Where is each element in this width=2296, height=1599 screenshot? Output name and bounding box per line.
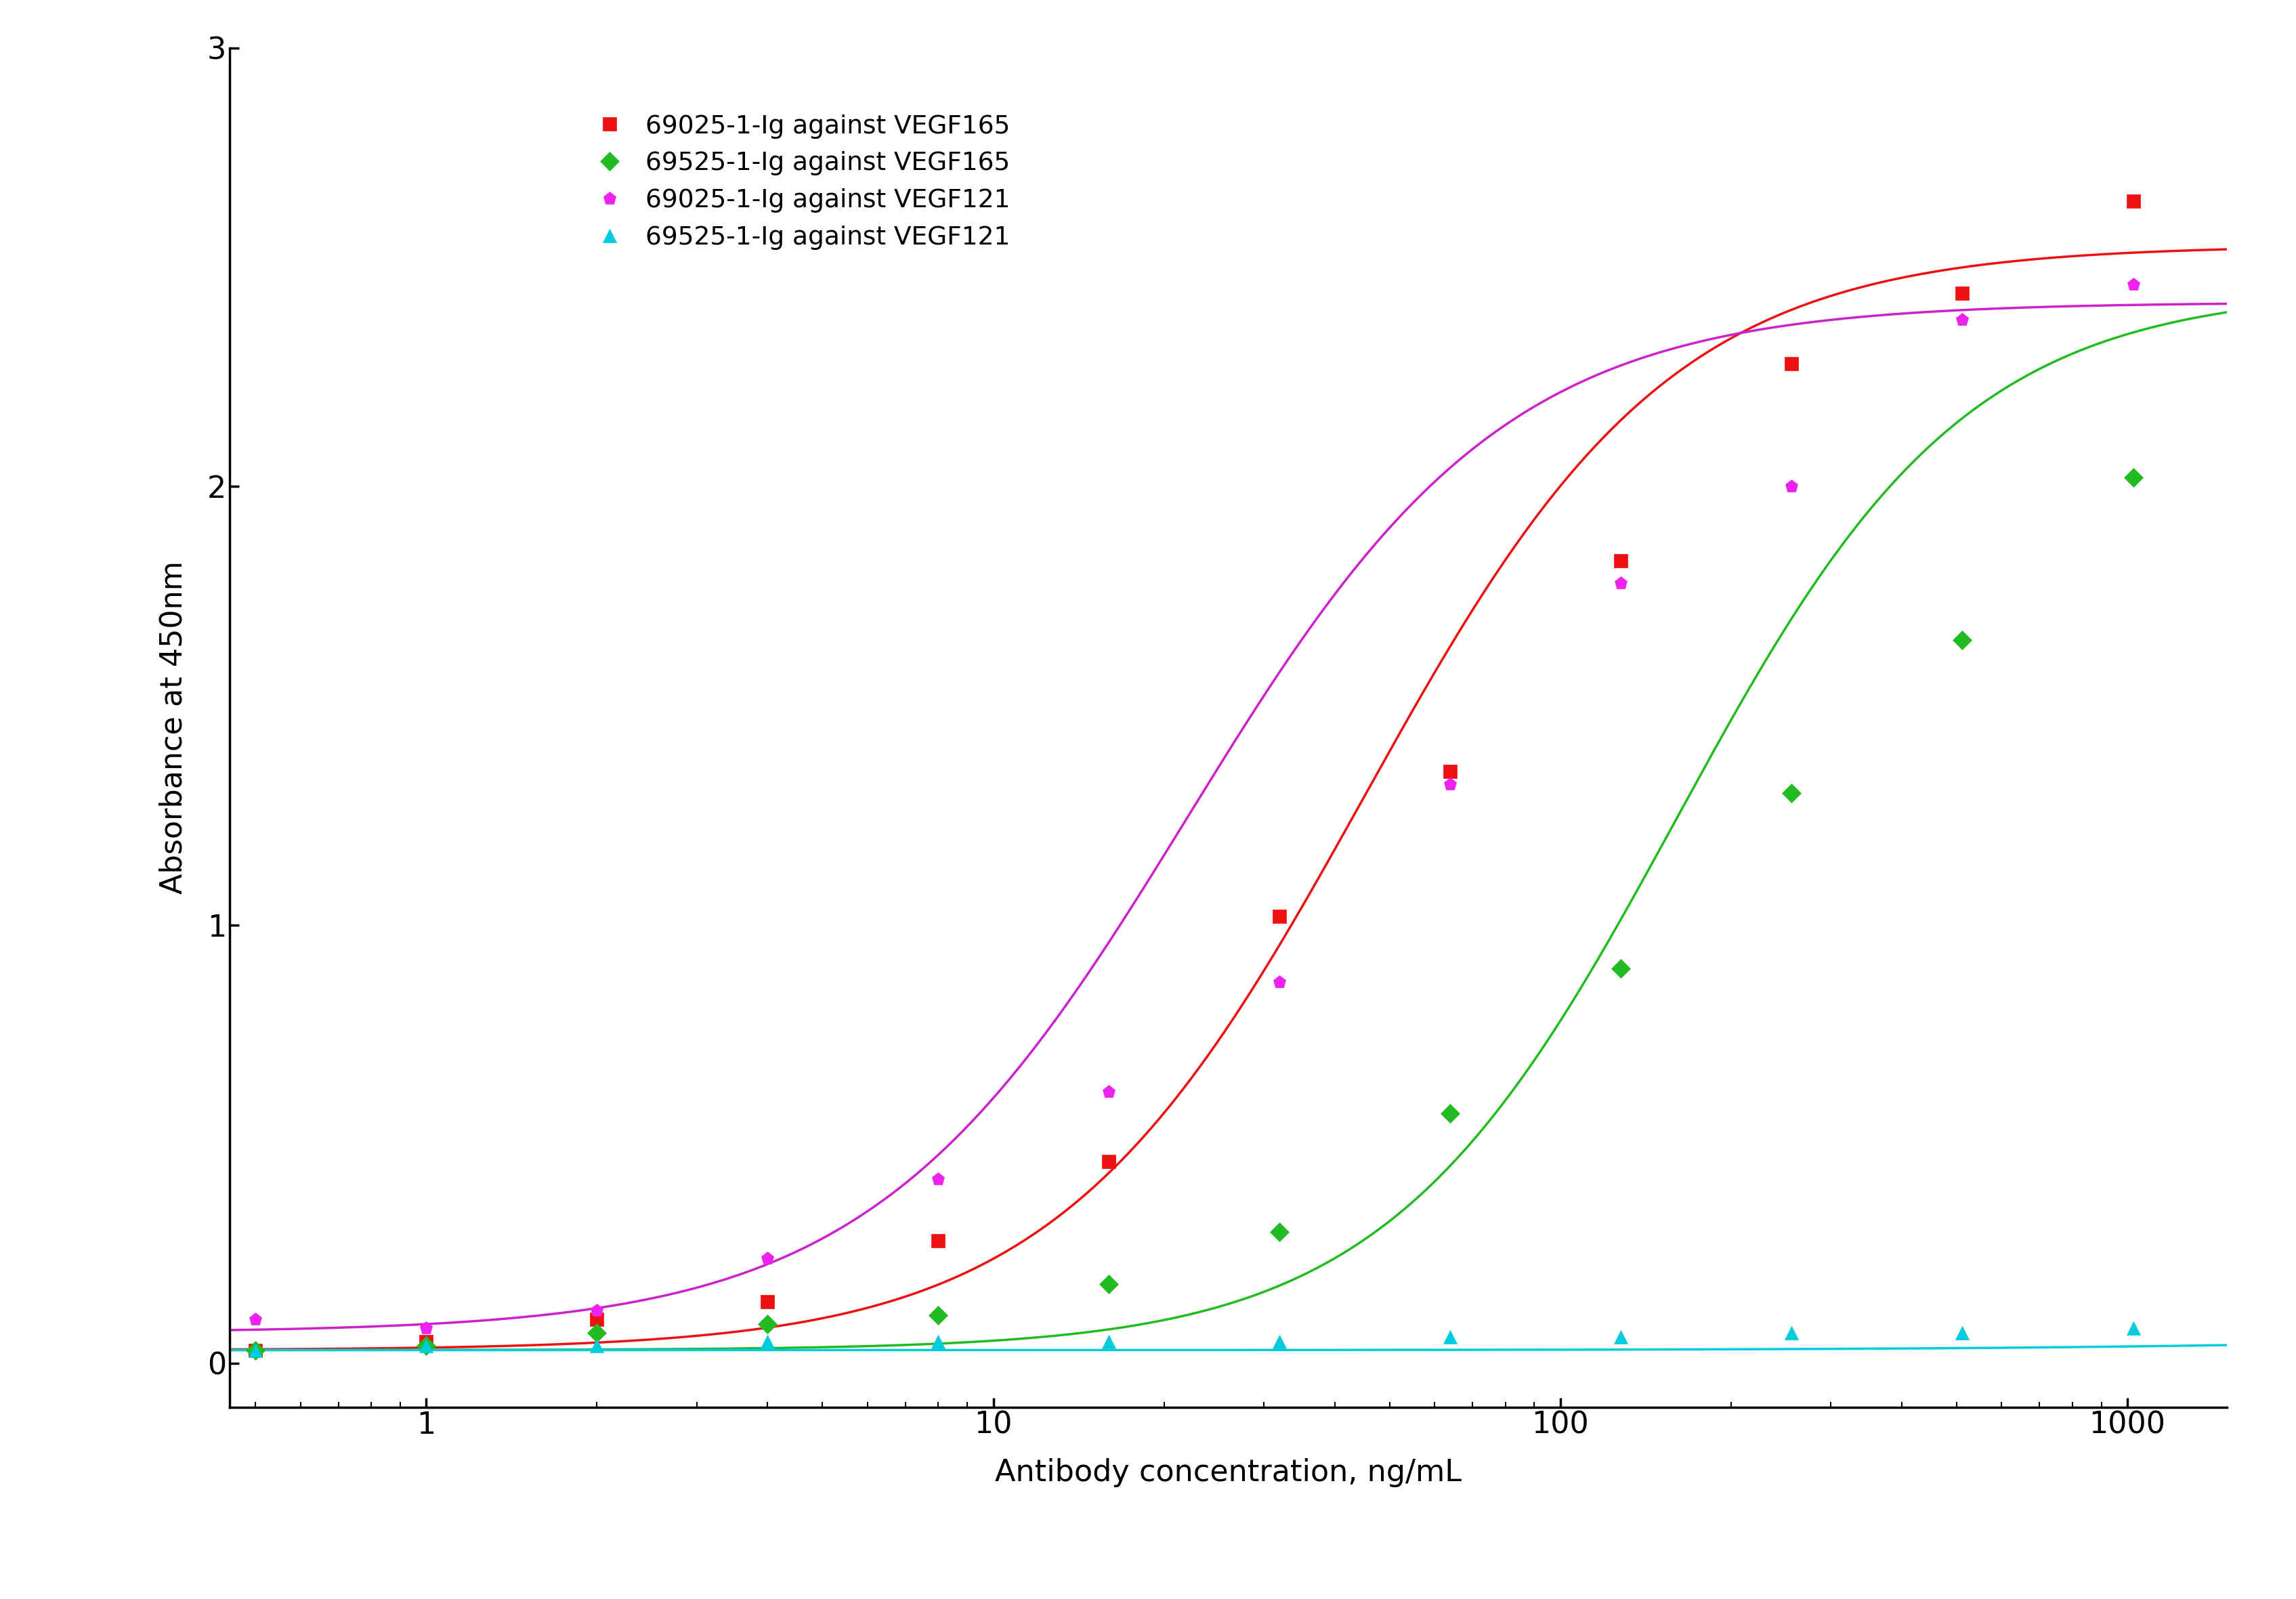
69525-1-Ig against VEGF165 <box>1607 959 1635 979</box>
69025-1-Ig against VEGF121 <box>1949 310 1977 329</box>
69025-1-Ig against VEGF165 <box>925 1231 953 1250</box>
69025-1-Ig against VEGF121 <box>1437 776 1465 795</box>
69025-1-Ig against VEGF121 <box>1607 574 1635 593</box>
69525-1-Ig against VEGF165 <box>753 1314 781 1334</box>
69025-1-Ig against VEGF165 <box>583 1310 611 1329</box>
69525-1-Ig against VEGF121 <box>1437 1327 1465 1346</box>
69025-1-Ig against VEGF121 <box>1095 1083 1123 1102</box>
69025-1-Ig against VEGF165 <box>1095 1151 1123 1170</box>
69525-1-Ig against VEGF121 <box>241 1340 269 1359</box>
Line: 69525-1-Ig against VEGF121: 69525-1-Ig against VEGF121 <box>248 1322 2140 1356</box>
69525-1-Ig against VEGF165 <box>1949 630 1977 649</box>
69025-1-Ig against VEGF121 <box>241 1310 269 1329</box>
69525-1-Ig against VEGF165 <box>1265 1222 1293 1241</box>
69025-1-Ig against VEGF121 <box>925 1169 953 1188</box>
Y-axis label: Absorbance at 450nm: Absorbance at 450nm <box>158 561 188 894</box>
Line: 69025-1-Ig against VEGF121: 69025-1-Ig against VEGF121 <box>248 278 2140 1335</box>
69525-1-Ig against VEGF165 <box>1777 784 1805 803</box>
69525-1-Ig against VEGF121 <box>1265 1332 1293 1351</box>
69525-1-Ig against VEGF121 <box>753 1332 781 1351</box>
69025-1-Ig against VEGF165 <box>1437 761 1465 780</box>
69525-1-Ig against VEGF121 <box>1095 1332 1123 1351</box>
69025-1-Ig against VEGF165 <box>1949 285 1977 304</box>
69525-1-Ig against VEGF165 <box>925 1305 953 1324</box>
69025-1-Ig against VEGF165 <box>1265 907 1293 926</box>
69525-1-Ig against VEGF165 <box>241 1340 269 1359</box>
69025-1-Ig against VEGF121 <box>753 1249 781 1268</box>
69025-1-Ig against VEGF165 <box>241 1340 269 1359</box>
69025-1-Ig against VEGF121 <box>2119 275 2147 294</box>
69525-1-Ig against VEGF121 <box>1607 1327 1635 1346</box>
69525-1-Ig against VEGF121 <box>1949 1322 1977 1342</box>
69025-1-Ig against VEGF165 <box>1777 353 1805 373</box>
69025-1-Ig against VEGF165 <box>413 1332 441 1351</box>
69525-1-Ig against VEGF165 <box>583 1322 611 1342</box>
69025-1-Ig against VEGF165 <box>753 1292 781 1311</box>
69525-1-Ig against VEGF121 <box>1777 1322 1805 1342</box>
69025-1-Ig against VEGF121 <box>413 1319 441 1338</box>
69025-1-Ig against VEGF165 <box>2119 192 2147 211</box>
X-axis label: Antibody concentration, ng/mL: Antibody concentration, ng/mL <box>994 1458 1463 1487</box>
69025-1-Ig against VEGF121 <box>1777 477 1805 496</box>
Line: 69525-1-Ig against VEGF165: 69525-1-Ig against VEGF165 <box>248 472 2140 1356</box>
Line: 69025-1-Ig against VEGF165: 69025-1-Ig against VEGF165 <box>248 195 2140 1356</box>
69525-1-Ig against VEGF165 <box>1095 1274 1123 1294</box>
69525-1-Ig against VEGF121 <box>925 1332 953 1351</box>
69025-1-Ig against VEGF121 <box>1265 972 1293 991</box>
Legend: 69025-1-Ig against VEGF165, 69525-1-Ig against VEGF165, 69025-1-Ig against VEGF1: 69025-1-Ig against VEGF165, 69525-1-Ig a… <box>581 101 1022 262</box>
69025-1-Ig against VEGF165 <box>1607 552 1635 571</box>
69525-1-Ig against VEGF165 <box>1437 1103 1465 1122</box>
69525-1-Ig against VEGF121 <box>583 1337 611 1356</box>
69525-1-Ig against VEGF121 <box>413 1337 441 1356</box>
69025-1-Ig against VEGF121 <box>583 1302 611 1321</box>
69525-1-Ig against VEGF165 <box>2119 469 2147 488</box>
69525-1-Ig against VEGF121 <box>2119 1319 2147 1338</box>
69525-1-Ig against VEGF165 <box>413 1337 441 1356</box>
